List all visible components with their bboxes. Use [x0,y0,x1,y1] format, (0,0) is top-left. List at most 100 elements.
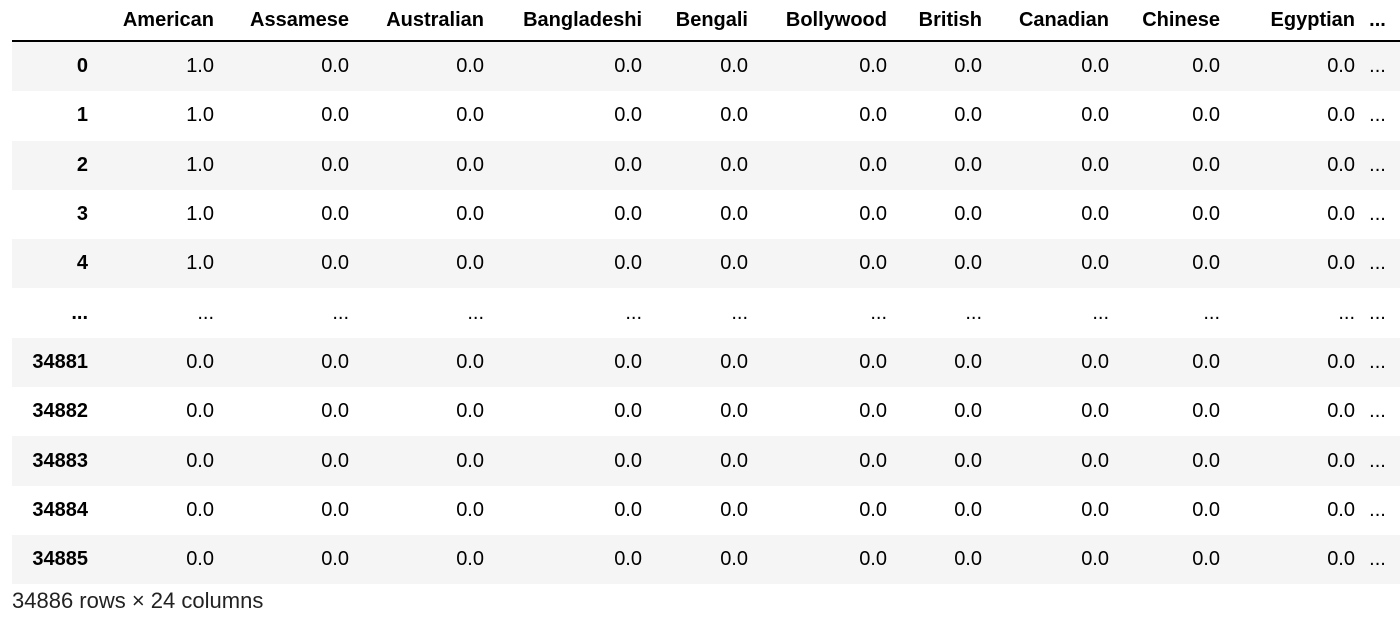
row-index: 3 [76,203,88,226]
column-header: Assamese [214,0,349,42]
table-cell-ellipsis: ... [1369,252,1386,275]
table-cell: 0.0 [1192,548,1220,571]
table-cell: 0.0 [1081,548,1109,571]
table-cell: 0.0 [720,252,748,275]
table-cell: 0.0 [186,350,214,373]
header-row: American Assamese Australian Bangladeshi… [12,0,1400,42]
table-cell: 0.0 [1192,104,1220,127]
table-cell: 0.0 [456,55,484,78]
table-cell: 0.0 [1081,104,1109,127]
table-cell: 0.0 [859,548,887,571]
table-cell: 0.0 [1327,252,1355,275]
table-cell: 0.0 [614,449,642,472]
table-row: 34883 0.0 0.0 0.0 0.0 0.0 0.0 0.0 0.0 0.0 0.0... [12,436,1400,486]
table-cell: 0.0 [1327,350,1355,373]
column-header: Canadian [982,0,1109,42]
table-cell: 0.0 [720,203,748,226]
table-cell: 0.0 [1081,498,1109,521]
table-cell: 0.0 [1081,449,1109,472]
table-cell: ... [197,301,214,324]
table-cell: 0.0 [1192,203,1220,226]
table-cell: 0.0 [1081,153,1109,176]
table-row: 0 1.0 0.0 0.0 0.0 0.0 0.0 0.0 0.0 0.0 0.0... [12,41,1400,92]
table-cell: 0.0 [954,350,982,373]
table-cell: 0.0 [321,350,349,373]
table-cell: 0.0 [859,252,887,275]
table-cell: 0.0 [1327,153,1355,176]
column-header: American [88,0,214,42]
table-cell: 0.0 [859,350,887,373]
table-cell: 0.0 [954,548,982,571]
table-cell: 0.0 [954,252,982,275]
table-cell: ... [1203,301,1220,324]
column-header: Bangladeshi [484,0,642,42]
table-cell: 0.0 [1192,55,1220,78]
table-cell: 0.0 [321,55,349,78]
index-header [12,0,88,42]
table-cell: 0.0 [720,55,748,78]
dataframe-table: American Assamese Australian Bangladeshi… [12,0,1400,585]
table-cell: 0.0 [186,449,214,472]
table-cell: 0.0 [456,400,484,423]
table-cell: 1.0 [186,203,214,226]
table-cell: 0.0 [456,350,484,373]
table-cell-ellipsis: ... [1369,548,1386,571]
table-cell: 0.0 [859,449,887,472]
row-index: ... [71,301,88,324]
table-cell: 0.0 [954,153,982,176]
table-cell: 0.0 [1192,153,1220,176]
table-cell: 0.0 [720,498,748,521]
table-cell: 0.0 [186,548,214,571]
table-cell: 0.0 [1327,55,1355,78]
table-cell: 0.0 [614,104,642,127]
table-cell: 0.0 [456,252,484,275]
table-cell: 0.0 [954,449,982,472]
table-cell: 0.0 [321,449,349,472]
dataframe-output: American Assamese Australian Bangladeshi… [12,0,1400,585]
table-cell: 0.0 [1081,203,1109,226]
table-cell: 0.0 [720,548,748,571]
table-cell: 0.0 [1192,498,1220,521]
table-cell: ... [1092,301,1109,324]
table-cell: 0.0 [1081,252,1109,275]
table-row: 34881 0.0 0.0 0.0 0.0 0.0 0.0 0.0 0.0 0.0 0.0... [12,337,1400,388]
row-index: 34882 [32,400,88,423]
table-cell-ellipsis: ... [1369,55,1386,78]
table-cell: 0.0 [321,498,349,521]
table-cell: 0.0 [456,104,484,127]
table-cell: 0.0 [614,252,642,275]
table-cell: 1.0 [186,104,214,127]
table-row: 34882 0.0 0.0 0.0 0.0 0.0 0.0 0.0 0.0 0.0 0.0... [12,387,1400,437]
table-row: 34885 0.0 0.0 0.0 0.0 0.0 0.0 0.0 0.0 0.0 0.0... [12,534,1400,585]
table-cell: 0.0 [954,203,982,226]
table-cell: 0.0 [321,153,349,176]
table-cell: ... [731,301,748,324]
table-cell: 0.0 [720,400,748,423]
table-cell: ... [332,301,349,324]
table-cell: 0.0 [321,104,349,127]
table-cell: 0.0 [321,252,349,275]
column-header-ellipsis: ... [1355,0,1400,42]
table-cell: 0.0 [1327,104,1355,127]
table-cell: 0.0 [186,400,214,423]
column-header: Bengali [642,0,748,42]
table-cell: 0.0 [954,55,982,78]
dataframe-shape-label: 34886 rows × 24 columns [12,588,264,613]
table-cell: 0.0 [186,498,214,521]
table-cell: 0.0 [1327,498,1355,521]
table-cell: 1.0 [186,252,214,275]
table-cell: 0.0 [456,203,484,226]
table-cell: 0.0 [720,153,748,176]
row-index: 34881 [32,350,88,373]
table-cell: 0.0 [859,498,887,521]
table-cell: 0.0 [954,104,982,127]
table-cell: 0.0 [954,400,982,423]
table-cell: 0.0 [456,153,484,176]
row-index: 34884 [32,498,88,521]
row-index: 1 [76,104,88,127]
table-cell: 0.0 [859,203,887,226]
table-cell: 0.0 [859,55,887,78]
table-cell: 0.0 [1081,350,1109,373]
table-cell: 0.0 [614,203,642,226]
row-index: 34885 [32,548,88,571]
